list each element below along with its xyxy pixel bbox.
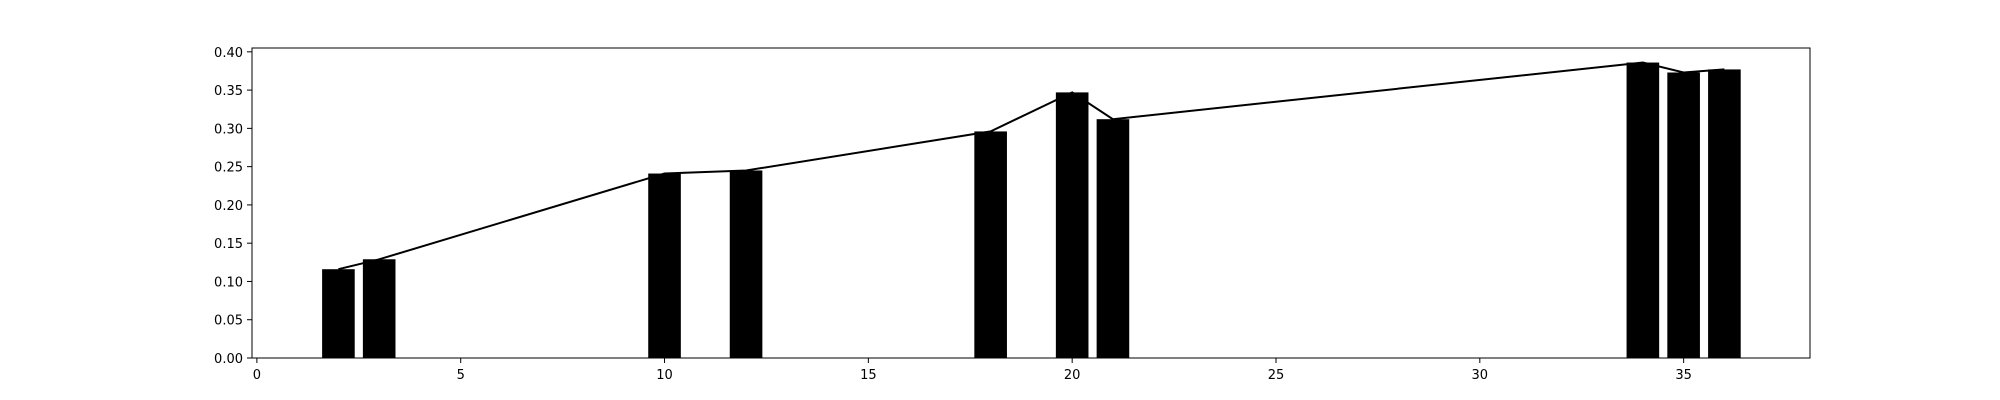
bar	[729, 170, 763, 358]
bar	[1708, 69, 1741, 358]
x-tick-label: 0	[253, 368, 261, 383]
y-tick-label: 0.10	[214, 275, 243, 290]
y-tick-label: 0.25	[214, 161, 243, 176]
y-tick-label: 0.05	[214, 314, 243, 329]
y-tick-label: 0.20	[214, 199, 243, 214]
bar	[648, 173, 681, 358]
x-axis: 0 5 10 15 20 25 30 35	[253, 358, 1692, 383]
y-tick-label: 0.30	[214, 122, 243, 137]
bar	[1667, 72, 1700, 358]
bar-series	[322, 62, 1741, 359]
x-tick-label: 10	[656, 368, 673, 383]
x-tick-label: 25	[1268, 368, 1285, 383]
bar	[1626, 62, 1660, 358]
bar	[1096, 119, 1130, 359]
y-tick-label: 0.00	[214, 352, 243, 367]
x-tick-label: 20	[1064, 368, 1081, 383]
bar	[1055, 92, 1089, 358]
x-tick-label: 30	[1472, 368, 1489, 383]
trend-line	[338, 61, 1725, 271]
y-axis: 0.00 0.05 0.10 0.15 0.20 0.25 0.30 0.35 0.40	[214, 46, 252, 367]
y-tick-label: 0.40	[214, 46, 243, 61]
bar	[362, 259, 396, 358]
x-tick-label: 15	[860, 368, 877, 383]
bar	[322, 269, 355, 358]
x-tick-label: 35	[1675, 368, 1692, 383]
y-tick-label: 0.15	[214, 237, 243, 252]
plot-frame	[251, 47, 1811, 359]
x-tick-label: 5	[457, 368, 465, 383]
y-tick-label: 0.35	[214, 84, 243, 99]
bar	[974, 131, 1007, 358]
